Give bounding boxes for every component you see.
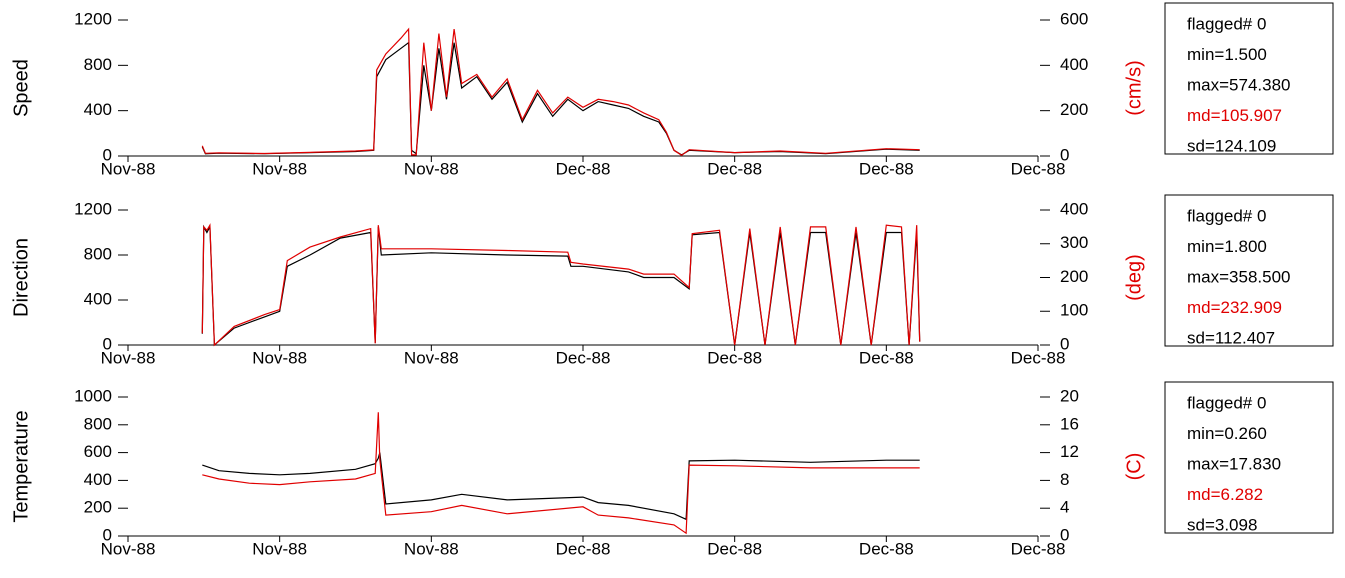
x-tick-label: Dec-88 [707,159,762,178]
y2-tick-label: 8 [1060,470,1069,489]
stats-text: sd=124.109 [1187,136,1276,155]
x-tick-label: Dec-88 [556,159,611,178]
x-tick-label: Nov-88 [101,159,156,178]
y-axis-label: Speed [10,59,32,117]
x-tick-label: Dec-88 [1011,539,1066,558]
x-tick-label: Dec-88 [1011,159,1066,178]
y-axis-label: Temperature [10,410,32,522]
y2-axis-label: (C) [1123,453,1145,481]
y-tick-label: 400 [84,470,112,489]
stats-box [1164,2,1334,155]
y-tick-label: 1200 [74,9,112,28]
x-tick-label: Nov-88 [252,348,307,367]
x-tick-label: Dec-88 [707,539,762,558]
stats-text: max=574.380 [1187,75,1291,94]
series-line [201,27,920,157]
y2-tick-label: 0 [1060,525,1069,544]
y2-tick-label: 200 [1060,100,1088,119]
y2-tick-label: 400 [1060,199,1088,218]
y2-tick-label: 600 [1060,9,1088,28]
series-line [201,41,920,156]
series-line [201,224,921,347]
stats-text: sd=3.098 [1187,515,1257,534]
stats-box [1164,381,1334,534]
y-tick-label: 0 [103,145,112,164]
y2-axis-label: (deg) [1123,254,1145,301]
y-axis-label: Direction [10,238,32,317]
x-tick-label: Nov-88 [101,348,156,367]
y2-axis-label: (cm/s) [1123,60,1145,116]
stats-text: min=0.260 [1187,424,1267,443]
y-tick-label: 800 [84,244,112,263]
y2-tick-label: 100 [1060,301,1088,320]
x-tick-label: Dec-88 [556,348,611,367]
y-tick-label: 600 [84,442,112,461]
y-tick-label: 400 [84,100,112,119]
y-tick-label: 200 [84,498,112,517]
stats-text: flagged# 0 [1187,14,1266,33]
x-tick-label: Nov-88 [252,539,307,558]
series-line [201,223,921,347]
y2-tick-label: 0 [1060,145,1069,164]
y-tick-label: 800 [84,414,112,433]
y2-tick-label: 0 [1060,334,1069,353]
stats-text: flagged# 0 [1187,393,1266,412]
x-tick-label: Dec-88 [1011,348,1066,367]
y2-tick-label: 300 [1060,233,1088,252]
x-tick-label: Dec-88 [859,348,914,367]
y-tick-label: 1200 [74,199,112,218]
stats-text: max=17.830 [1187,454,1281,473]
y-tick-label: 0 [103,334,112,353]
stats-text: max=358.500 [1187,267,1291,286]
stats-text: md=232.909 [1187,298,1282,317]
y-tick-label: 800 [84,55,112,74]
x-tick-label: Nov-88 [252,159,307,178]
x-tick-label: Dec-88 [859,159,914,178]
series-line [202,452,920,521]
series-line [202,412,920,535]
stats-text: md=105.907 [1187,106,1282,125]
x-tick-label: Dec-88 [859,539,914,558]
stats-text: sd=112.407 [1187,328,1275,347]
y2-tick-label: 4 [1060,498,1069,517]
y2-tick-label: 200 [1060,267,1088,286]
x-tick-label: Nov-88 [404,348,459,367]
x-tick-label: Nov-88 [404,539,459,558]
stats-text: min=1.800 [1187,237,1267,256]
stats-box [1164,194,1334,347]
y2-tick-label: 400 [1060,55,1088,74]
y-tick-label: 0 [103,525,112,544]
y2-tick-label: 12 [1060,442,1079,461]
stats-text: flagged# 0 [1187,206,1266,225]
x-tick-label: Nov-88 [404,159,459,178]
y-tick-label: 400 [84,289,112,308]
x-tick-label: Nov-88 [101,539,156,558]
stats-text: md=6.282 [1187,485,1263,504]
y2-tick-label: 16 [1060,414,1079,433]
x-tick-label: Dec-88 [556,539,611,558]
y-tick-label: 1000 [74,386,112,405]
y2-tick-label: 20 [1060,386,1079,405]
x-tick-label: Dec-88 [707,348,762,367]
stats-text: min=1.500 [1187,45,1267,64]
